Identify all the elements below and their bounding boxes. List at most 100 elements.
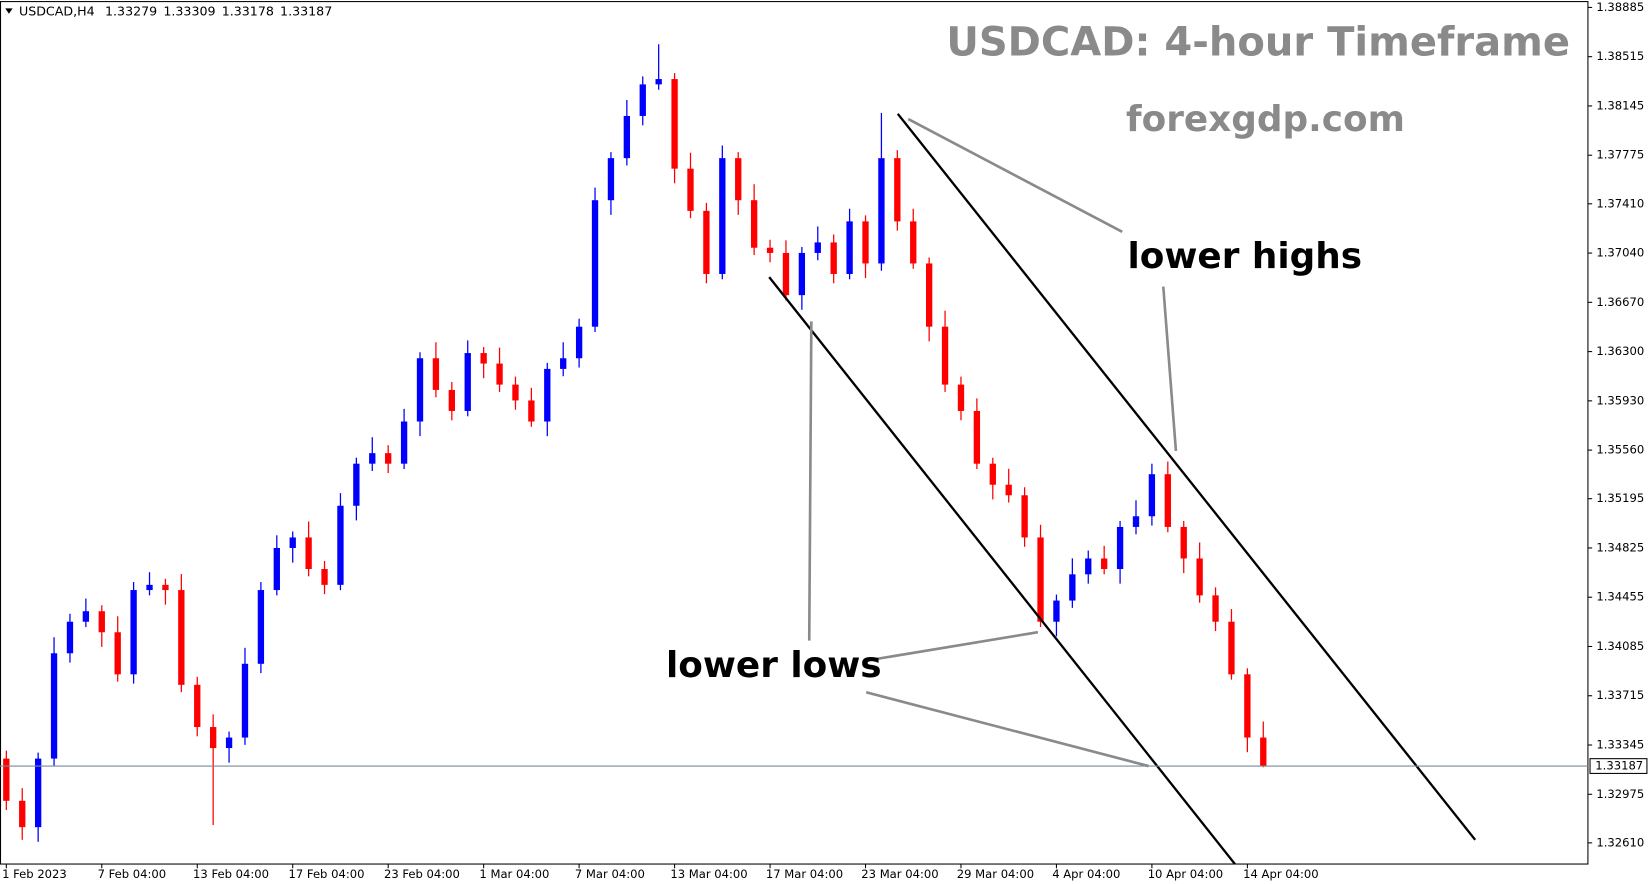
- candle-body: [575, 326, 583, 359]
- candle-body: [448, 389, 455, 411]
- candle-body: [560, 358, 567, 369]
- candle-body: [719, 158, 726, 274]
- candle-body: [528, 400, 535, 422]
- y-tick-label: 1.38515: [1596, 49, 1644, 63]
- y-tick-label: 1.32975: [1596, 787, 1644, 801]
- candle-body: [273, 547, 280, 591]
- x-tick-label: 14 Apr 04:00: [1243, 867, 1319, 881]
- x-tick-label: 13 Mar 04:00: [670, 867, 747, 881]
- candle-body: [591, 200, 599, 327]
- candle-body: [544, 368, 551, 422]
- candle-body: [114, 632, 121, 675]
- candle-body: [98, 611, 105, 633]
- candle-body: [814, 242, 821, 253]
- candle-body: [687, 168, 694, 211]
- candle-body: [925, 263, 933, 327]
- x-tick-label: 17 Feb 04:00: [289, 867, 365, 881]
- candle-body: [623, 115, 631, 159]
- candle-body: [1116, 526, 1124, 570]
- y-tick-label: 1.34085: [1596, 639, 1644, 653]
- candle-body: [1069, 574, 1076, 601]
- x-tick-label: 10 Apr 04:00: [1148, 867, 1224, 881]
- x-tick-label: 4 Apr 04:00: [1052, 867, 1120, 881]
- last-price-label: 1.33187: [1595, 759, 1643, 773]
- y-tick-label: 1.32610: [1596, 835, 1644, 849]
- candle-body: [1085, 558, 1092, 575]
- candle-body: [766, 247, 774, 253]
- x-tick-label: 1 Feb 2023: [2, 867, 67, 881]
- header-open: 1.33279: [105, 3, 157, 18]
- upper-trendline: [896, 113, 1477, 841]
- candle-body: [321, 569, 328, 585]
- y-tick-label: 1.33345: [1596, 738, 1644, 752]
- candle-body: [432, 358, 440, 390]
- candle-body: [162, 584, 169, 591]
- candle-body: [1228, 621, 1235, 675]
- y-tick-label: 1.38145: [1596, 98, 1644, 112]
- x-tick-label: 13 Feb 04:00: [193, 867, 269, 881]
- candle-body: [353, 463, 360, 506]
- candle-body: [178, 590, 185, 685]
- candle-body: [82, 611, 90, 622]
- candle-body: [241, 663, 249, 738]
- annotation: lower lows: [666, 645, 882, 686]
- candle-body: [830, 242, 837, 274]
- candle-body: [862, 221, 869, 264]
- candle-body: [400, 421, 408, 464]
- subtitle: forexgdp.com: [1126, 99, 1405, 140]
- pointer: [807, 321, 813, 641]
- candle-body: [1101, 558, 1108, 570]
- candle-body: [464, 353, 471, 411]
- candle-body: [1148, 474, 1156, 517]
- candle-body: [1180, 526, 1187, 559]
- candle-body: [750, 200, 758, 248]
- candle-body: [735, 158, 742, 201]
- candle-body: [66, 621, 74, 654]
- candle-body: [512, 384, 519, 401]
- candle-body: [973, 410, 981, 464]
- candle-body: [957, 384, 965, 411]
- candle-body: [385, 453, 392, 464]
- candle-body: [1260, 737, 1267, 767]
- header: USDCAD,H4 1.33279 1.33309 1.33178 1.3318…: [19, 3, 332, 18]
- candle-body: [225, 737, 233, 749]
- candle-body: [607, 158, 615, 201]
- candle-body: [1244, 674, 1251, 738]
- candle-body: [639, 84, 646, 116]
- candle-body: [369, 453, 376, 464]
- candle-body: [1196, 558, 1203, 596]
- candle-body: [1132, 516, 1140, 527]
- candle-body: [130, 590, 137, 675]
- candle-body: [1053, 600, 1060, 622]
- candle-body: [3, 758, 10, 801]
- candle-body: [798, 252, 806, 296]
- candle-body: [1021, 495, 1028, 538]
- chart-title: USDCAD: 4-hour Timeframe: [946, 19, 1570, 65]
- y-tick-label: 1.35560: [1596, 443, 1644, 457]
- y-tick-label: 1.33715: [1596, 688, 1644, 702]
- candle-body: [305, 537, 312, 570]
- x-tick-label: 23 Mar 04:00: [861, 867, 938, 881]
- annotation: lower highs: [1127, 236, 1362, 277]
- candle-body: [416, 358, 424, 422]
- y-tick-label: 1.34825: [1596, 540, 1644, 554]
- symbol: USDCAD,H4: [19, 3, 95, 18]
- header-close: 1.33187: [280, 3, 332, 18]
- pointer: [907, 117, 1123, 233]
- y-tick-label: 1.36300: [1596, 344, 1644, 358]
- candle-body: [941, 326, 949, 385]
- candle-body: [1037, 537, 1044, 622]
- menu-triangle: [5, 8, 13, 14]
- candle-body: [210, 727, 217, 749]
- candle-body: [289, 537, 296, 548]
- last-price-tag: [1589, 758, 1648, 774]
- candle-body: [496, 363, 503, 385]
- candle-body: [337, 505, 344, 585]
- candle-body: [194, 684, 201, 728]
- candles: [3, 44, 1267, 842]
- candle-body: [703, 210, 710, 274]
- y-tick-label: 1.36670: [1596, 295, 1644, 309]
- candle-body: [894, 158, 901, 222]
